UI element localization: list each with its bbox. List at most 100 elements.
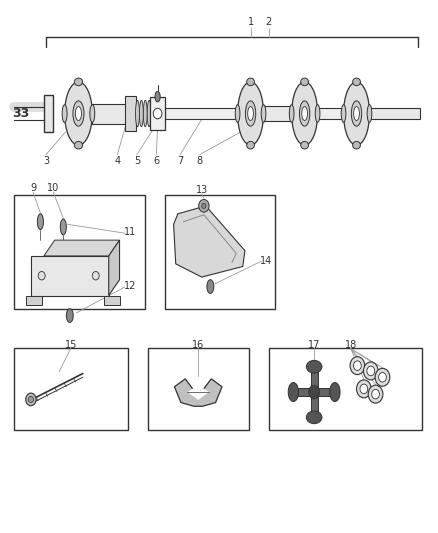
Ellipse shape: [62, 104, 67, 123]
Ellipse shape: [306, 360, 322, 373]
Ellipse shape: [288, 383, 299, 401]
Ellipse shape: [65, 82, 92, 145]
Text: 5: 5: [134, 156, 140, 166]
Bar: [92, 103, 126, 124]
Bar: [311, 367, 318, 417]
Bar: [264, 106, 293, 121]
Ellipse shape: [237, 82, 264, 145]
Ellipse shape: [292, 82, 318, 145]
Bar: [125, 96, 135, 131]
Bar: [165, 108, 238, 119]
Ellipse shape: [367, 104, 372, 123]
Polygon shape: [26, 295, 42, 305]
Ellipse shape: [353, 361, 361, 370]
Ellipse shape: [302, 107, 307, 120]
Text: 2: 2: [265, 17, 272, 27]
Ellipse shape: [353, 78, 360, 86]
Ellipse shape: [73, 101, 84, 126]
Ellipse shape: [75, 107, 81, 120]
Ellipse shape: [207, 280, 214, 293]
Ellipse shape: [330, 383, 340, 401]
Ellipse shape: [155, 91, 160, 102]
Ellipse shape: [143, 100, 147, 127]
Ellipse shape: [357, 380, 371, 398]
Text: 4: 4: [114, 156, 120, 166]
Text: 14: 14: [261, 256, 273, 266]
Ellipse shape: [353, 107, 359, 120]
Text: 17: 17: [308, 340, 320, 350]
Ellipse shape: [151, 100, 155, 127]
Ellipse shape: [300, 101, 310, 126]
Ellipse shape: [199, 199, 209, 212]
Ellipse shape: [247, 78, 254, 86]
Bar: [318, 108, 344, 119]
Text: 15: 15: [65, 340, 77, 350]
Text: 7: 7: [177, 156, 183, 166]
Ellipse shape: [139, 100, 143, 127]
Bar: [148, 348, 249, 430]
Ellipse shape: [343, 82, 370, 145]
Text: 12: 12: [124, 281, 137, 291]
Ellipse shape: [66, 309, 73, 322]
Ellipse shape: [153, 108, 162, 119]
Ellipse shape: [375, 368, 390, 386]
Text: 10: 10: [47, 183, 60, 193]
Polygon shape: [109, 240, 120, 295]
Ellipse shape: [350, 357, 365, 375]
Ellipse shape: [360, 384, 368, 393]
Text: 3: 3: [43, 156, 49, 166]
Ellipse shape: [135, 100, 139, 127]
Bar: [370, 108, 420, 119]
Ellipse shape: [155, 100, 159, 127]
Bar: [44, 95, 53, 132]
Ellipse shape: [60, 219, 66, 235]
Ellipse shape: [364, 362, 378, 380]
Polygon shape: [103, 295, 120, 305]
Ellipse shape: [247, 141, 254, 149]
Ellipse shape: [353, 141, 360, 149]
Bar: [269, 348, 422, 430]
Ellipse shape: [248, 107, 254, 120]
Ellipse shape: [290, 104, 294, 123]
Ellipse shape: [147, 100, 151, 127]
Polygon shape: [173, 206, 245, 277]
Ellipse shape: [301, 78, 308, 86]
Ellipse shape: [367, 366, 374, 376]
Polygon shape: [187, 385, 209, 400]
Ellipse shape: [306, 411, 322, 424]
Text: 6: 6: [153, 156, 159, 166]
Text: 1: 1: [248, 17, 254, 27]
Ellipse shape: [235, 104, 240, 123]
Ellipse shape: [372, 390, 379, 399]
Ellipse shape: [368, 385, 383, 403]
Ellipse shape: [28, 396, 33, 402]
Text: 16: 16: [192, 340, 205, 350]
Ellipse shape: [301, 141, 308, 149]
Bar: [293, 388, 335, 396]
Text: 18: 18: [345, 340, 357, 350]
Ellipse shape: [37, 214, 43, 230]
Ellipse shape: [309, 385, 320, 399]
Ellipse shape: [261, 104, 266, 123]
Ellipse shape: [74, 78, 83, 86]
Polygon shape: [44, 240, 120, 256]
Ellipse shape: [341, 104, 346, 123]
Ellipse shape: [202, 203, 206, 208]
Ellipse shape: [351, 101, 362, 126]
Ellipse shape: [92, 271, 99, 280]
Bar: [14, 348, 128, 430]
Text: 8: 8: [197, 156, 203, 166]
Ellipse shape: [378, 373, 386, 382]
Bar: [150, 96, 166, 131]
Text: 13: 13: [196, 185, 208, 195]
Ellipse shape: [74, 141, 83, 149]
Ellipse shape: [38, 271, 45, 280]
Bar: [14, 195, 145, 309]
Text: 9: 9: [30, 183, 36, 193]
Polygon shape: [174, 379, 222, 406]
Ellipse shape: [315, 104, 320, 123]
Text: 11: 11: [124, 227, 137, 237]
Ellipse shape: [26, 393, 36, 406]
Ellipse shape: [90, 104, 95, 123]
Bar: [165, 195, 275, 309]
